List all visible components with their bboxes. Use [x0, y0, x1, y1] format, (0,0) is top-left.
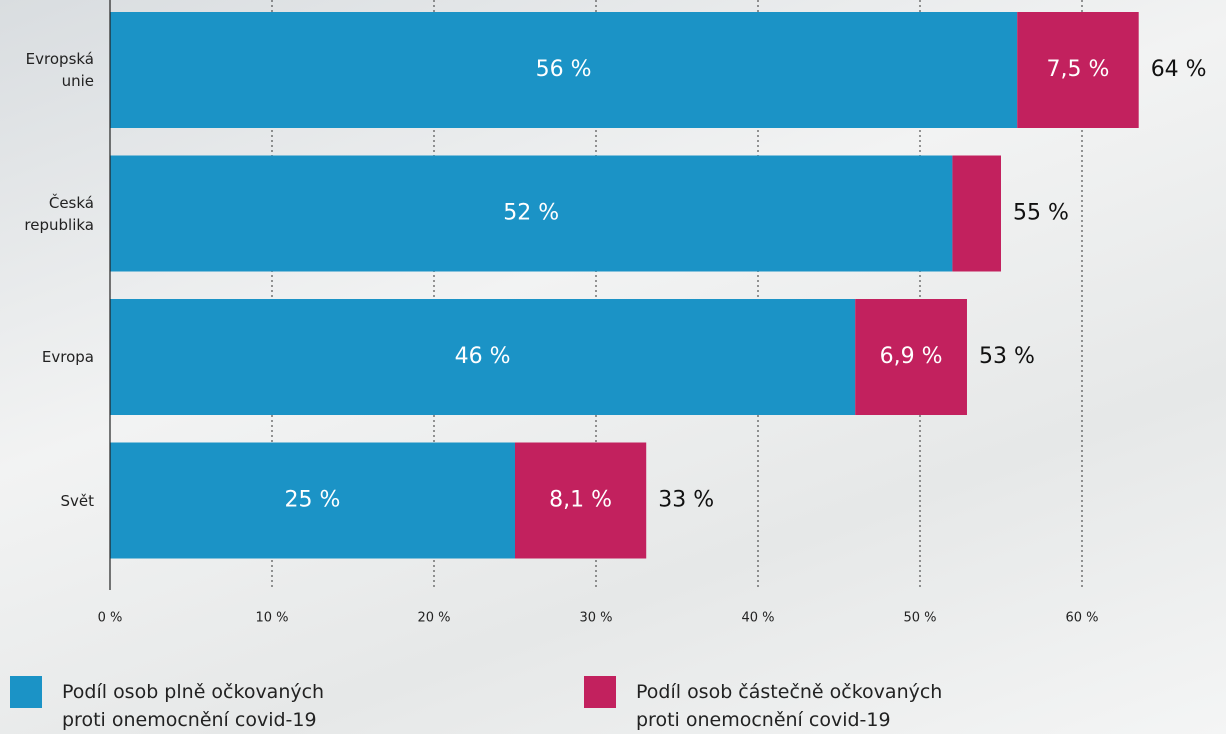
x-tick-label: 50 % — [903, 611, 936, 626]
category-label: Evropská unie — [25, 50, 94, 90]
category-label: Česká republika — [24, 193, 94, 234]
bar-segment — [515, 442, 647, 559]
value-label: 25 % — [285, 488, 341, 513]
value-label: 8,1 % — [549, 488, 612, 513]
x-tick-label: 10 % — [255, 611, 288, 626]
legend-label: Podíl osob částečně očkovaných proti one… — [636, 681, 943, 731]
x-tick-label: 30 % — [579, 611, 612, 626]
category-label: Svět — [60, 491, 94, 510]
bar-segment — [110, 12, 1018, 128]
bar-segment — [952, 155, 1001, 272]
bar-segment — [110, 155, 953, 272]
x-tick-label: 0 % — [98, 611, 123, 626]
total-label: 64 % — [1151, 57, 1207, 82]
total-label: 53 % — [979, 344, 1035, 369]
value-label: 6,9 % — [880, 344, 943, 369]
value-label: 7,5 % — [1047, 57, 1110, 82]
legend-label: Podíl osob plně očkovaných proti onemocn… — [62, 681, 325, 731]
bar-segment — [110, 442, 515, 559]
legend-swatch — [584, 676, 616, 708]
x-tick-label: 40 % — [741, 611, 774, 626]
value-label: 56 % — [536, 57, 592, 82]
bar-segment — [855, 299, 967, 415]
x-tick-label: 20 % — [417, 611, 450, 626]
bar-segment — [110, 299, 856, 415]
total-label: 55 % — [1013, 201, 1069, 226]
value-label: 46 % — [455, 344, 511, 369]
total-label: 33 % — [658, 488, 714, 513]
x-tick-label: 60 % — [1065, 611, 1098, 626]
legend-swatch — [10, 676, 42, 708]
bar-segment — [1017, 12, 1139, 128]
value-label: 52 % — [503, 201, 559, 226]
category-label: Evropa — [41, 348, 94, 366]
